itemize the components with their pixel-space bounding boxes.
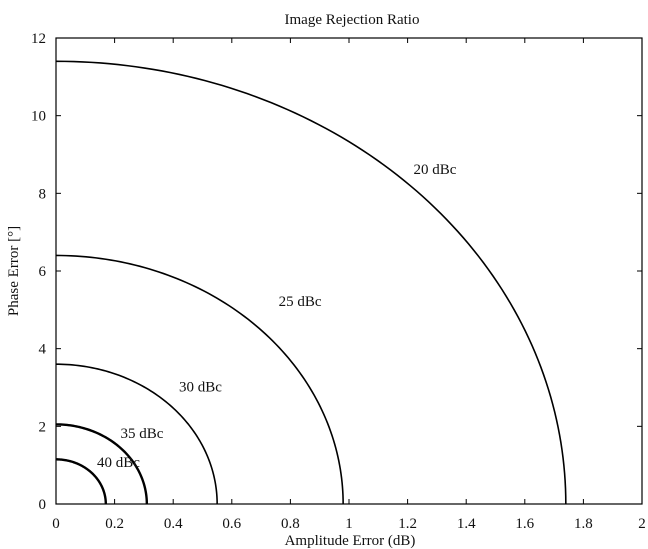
- contour-label: 20 dBc: [413, 162, 456, 178]
- contour-line-25-dbc: [55, 254, 344, 505]
- x-axis-ticks: 0 0.2 0.4 0.6 0.8 1 1.2 1.4 1.6 1.8 2: [52, 38, 646, 532]
- x-tick-label: 0.6: [222, 516, 241, 532]
- x-tick-label: 1.8: [574, 516, 593, 532]
- y-axis-ticks: 0 2 4 6 8 10 12: [31, 31, 642, 513]
- y-tick-label: 8: [39, 186, 47, 202]
- x-tick-label: 1: [345, 516, 353, 532]
- y-axis-label: Phase Error [°]: [6, 226, 22, 316]
- contour-line-40-dbc: [55, 458, 108, 505]
- y-tick-label: 10: [31, 109, 46, 125]
- x-tick-label: 2: [638, 516, 646, 532]
- contour-label: 30 dBc: [179, 379, 222, 395]
- x-tick-label: 0.8: [281, 516, 300, 532]
- y-tick-label: 2: [39, 419, 47, 435]
- x-axis-label: Amplitude Error (dB): [285, 533, 416, 549]
- x-tick-label: 1.6: [515, 516, 534, 532]
- x-tick-label: 0: [52, 516, 60, 532]
- contour-label: 40 dBc: [97, 455, 140, 471]
- contour-labels: 20 dBc 25 dBc 30 dBc 35 dBc 40 dBc: [97, 162, 457, 471]
- y-tick-label: 0: [39, 497, 47, 513]
- contour-line-30-dbc: [55, 363, 218, 505]
- x-tick-label: 1.4: [457, 516, 476, 532]
- contour-curves: [55, 60, 567, 505]
- contour-line-20-dbc: [55, 60, 567, 505]
- chart-title: Image Rejection Ratio: [285, 12, 420, 28]
- contour-line-35-dbc: [55, 423, 149, 505]
- x-tick-label: 1.2: [398, 516, 417, 532]
- contour-label: 35 dBc: [120, 426, 163, 442]
- x-tick-label: 0.2: [105, 516, 124, 532]
- contour-label: 25 dBc: [279, 294, 322, 310]
- y-tick-label: 6: [39, 264, 47, 280]
- x-tick-label: 0.4: [164, 516, 183, 532]
- y-tick-label: 12: [31, 31, 46, 47]
- y-tick-label: 4: [39, 342, 47, 358]
